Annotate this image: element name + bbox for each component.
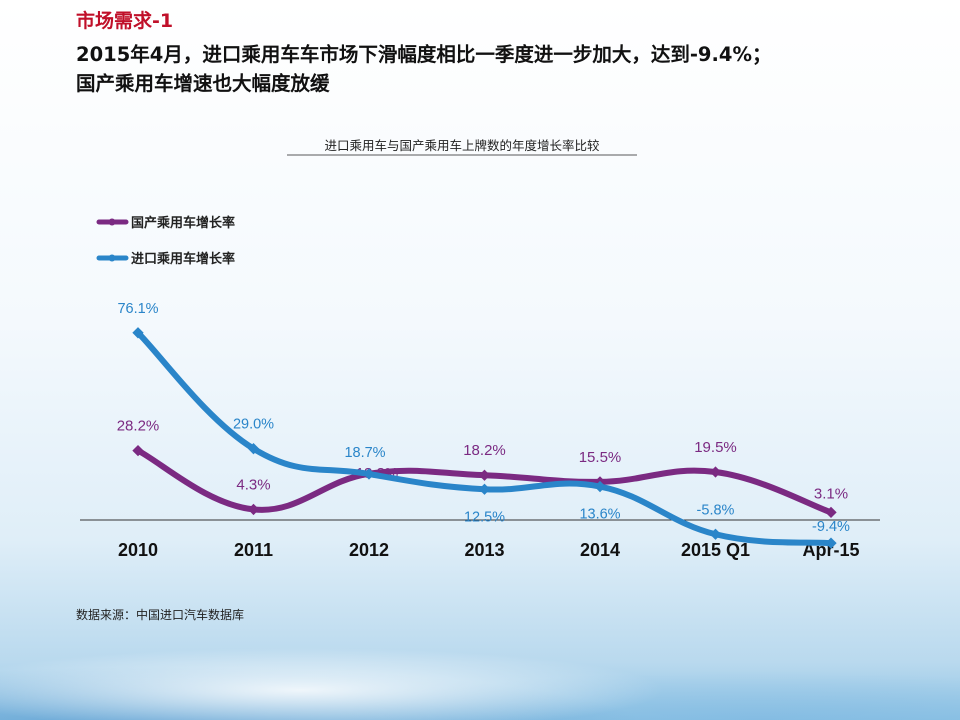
x-tick-label: 2010 bbox=[118, 540, 158, 560]
data-label: 13.6% bbox=[579, 507, 620, 523]
data-label: 29.0% bbox=[233, 417, 274, 433]
data-label: -9.4% bbox=[812, 519, 850, 535]
chart-title: 进口乘用车与国产乘用车上牌数的年度增长率比较 bbox=[324, 138, 600, 153]
legend-swatch-marker bbox=[108, 218, 116, 226]
legend-label: 进口乘用车增长率 bbox=[131, 251, 235, 267]
data-label: 4.3% bbox=[236, 476, 270, 493]
series-point bbox=[709, 528, 722, 540]
data-label: 28.2% bbox=[117, 418, 160, 435]
series-point bbox=[594, 480, 606, 493]
series-point bbox=[132, 444, 144, 457]
x-tick-label: 2013 bbox=[464, 540, 504, 560]
x-tick-label: 2015 Q1 bbox=[681, 540, 750, 560]
data-source-note: 数据来源：中国进口汽车数据库 bbox=[76, 608, 245, 622]
section-tag: 市场需求-1 bbox=[76, 10, 174, 32]
data-label: 18.2% bbox=[463, 442, 506, 459]
x-tick-label: 2014 bbox=[580, 540, 620, 560]
headline-line-1: 2015年4月，进口乘用车车市场下滑幅度相比一季度进一步加大，达到-9.4%； bbox=[76, 43, 772, 66]
data-label: -5.8% bbox=[697, 502, 735, 518]
series-point bbox=[247, 443, 260, 455]
legend-swatch-marker bbox=[108, 254, 116, 262]
series-point bbox=[478, 469, 491, 481]
data-label: 15.5% bbox=[579, 449, 622, 466]
data-label: 3.1% bbox=[814, 485, 848, 502]
series-point bbox=[478, 483, 491, 495]
data-label: 76.1% bbox=[117, 301, 158, 317]
legend-label: 国产乘用车增长率 bbox=[131, 215, 235, 231]
series-point bbox=[825, 506, 837, 519]
series-point bbox=[247, 503, 260, 516]
data-label: 18.7% bbox=[344, 445, 385, 461]
series-point bbox=[363, 468, 375, 480]
x-tick-label: 2011 bbox=[234, 540, 273, 560]
headline-line-2: 国产乘用车增速也大幅度放缓 bbox=[76, 72, 330, 95]
series-point bbox=[825, 537, 837, 549]
x-tick-label: 2012 bbox=[349, 540, 389, 560]
data-label: 19.5% bbox=[694, 439, 737, 456]
series-point bbox=[709, 466, 722, 478]
data-label: 12.5% bbox=[464, 509, 505, 525]
series-point bbox=[132, 327, 144, 339]
headline: 2015年4月，进口乘用车车市场下滑幅度相比一季度进一步加大，达到-9.4%； … bbox=[76, 40, 946, 98]
